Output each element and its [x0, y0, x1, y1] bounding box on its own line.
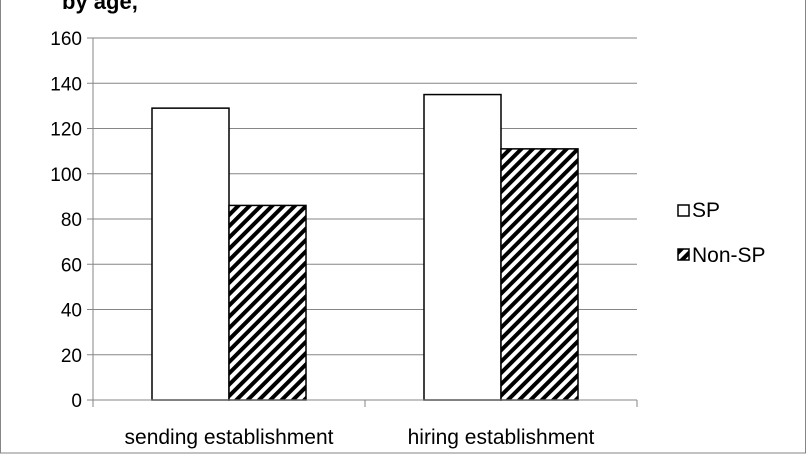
- legend: SP Non-SP: [677, 199, 766, 267]
- bars: [151, 93, 579, 401]
- y-tick-label: 100: [50, 165, 82, 186]
- x-category-label: sending establishment: [125, 426, 334, 449]
- y-tick-label: 20: [61, 346, 82, 367]
- x-axis: sending establishment hiring establishmen…: [92, 399, 638, 449]
- y-tick-label: 140: [50, 74, 82, 95]
- chart-title: by age,: [62, 0, 138, 14]
- y-tick-label: 60: [61, 255, 82, 276]
- legend-swatch-nonsp: [677, 248, 690, 261]
- legend-label-sp: SP: [692, 199, 720, 222]
- bar-nonsp-1: [500, 148, 579, 401]
- bar-nonsp-0: [228, 204, 307, 401]
- y-axis: 0 20 40 60 80 100 120 140 160: [50, 29, 94, 412]
- legend-swatch-sp: [677, 204, 690, 217]
- legend-label-nonsp: Non-SP: [692, 244, 766, 267]
- x-category-label: hiring establishment: [408, 426, 595, 449]
- y-tick-label: 40: [61, 301, 82, 322]
- y-tick-label: 0: [71, 391, 82, 412]
- y-tick-label: 120: [50, 120, 82, 141]
- y-tick-label: 160: [50, 29, 82, 50]
- bar-sp-0: [151, 107, 230, 401]
- bar-sp-1: [423, 93, 502, 401]
- y-tick-label: 80: [61, 210, 82, 231]
